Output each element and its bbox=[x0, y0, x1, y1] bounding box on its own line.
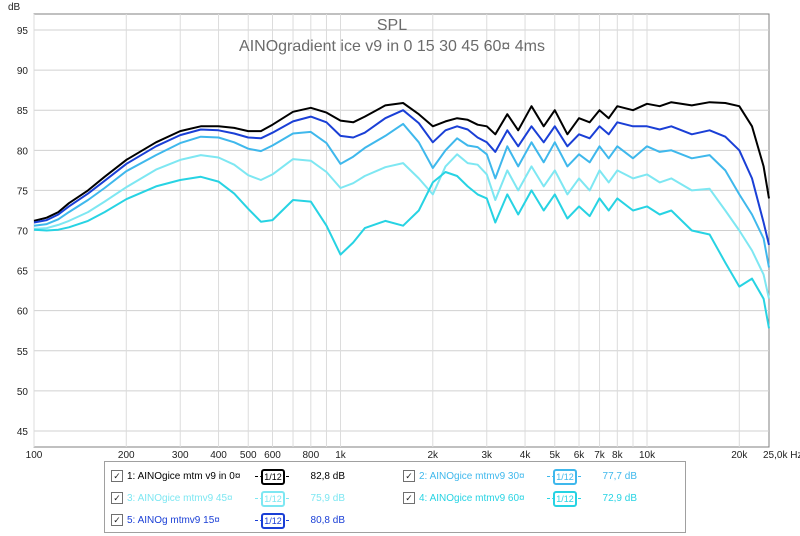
legend-label: 5: AINOg mtmv9 15¤ bbox=[127, 514, 220, 526]
smoothing-indicator[interactable]: 1/12 bbox=[547, 469, 581, 485]
legend-item-4[interactable]: ✓ 4: AINOgice mtmv9 60¤ 1/12 72,9 dB bbox=[403, 488, 637, 508]
x-tick-label: 1k bbox=[335, 450, 347, 460]
x-tick-label: 20k bbox=[731, 450, 748, 460]
smoothing-indicator[interactable]: 1/12 bbox=[255, 513, 289, 529]
x-tick-label: 8k bbox=[612, 450, 624, 460]
chart-title: SPL bbox=[377, 17, 407, 34]
x-tick-label: 300 bbox=[172, 450, 189, 460]
x-tick-label: 6k bbox=[574, 450, 586, 460]
y-tick-label: 70 bbox=[17, 227, 29, 238]
chart-subtitle: AINOgradient ice v9 in 0 15 30 45 60¤ 4m… bbox=[239, 38, 545, 55]
legend-value: 77,7 dB bbox=[602, 470, 637, 482]
smoothing-indicator[interactable]: 1/12 bbox=[547, 491, 581, 507]
series-line-2 bbox=[33, 109, 770, 246]
series-line-4 bbox=[33, 153, 770, 299]
y-tick-label: 80 bbox=[17, 146, 29, 157]
y-axis-label: dB bbox=[8, 2, 21, 13]
series-line-5 bbox=[33, 171, 770, 329]
y-tick-label: 60 bbox=[17, 307, 29, 318]
x-tick-label: 200 bbox=[118, 450, 135, 460]
legend-label: 3: AINOgice mtmv9 45¤ bbox=[127, 492, 233, 504]
x-tick-label: 400 bbox=[210, 450, 227, 460]
y-tick-label: 45 bbox=[17, 427, 29, 438]
legend-label: 2: AINOgice mtmv9 30¤ bbox=[419, 470, 525, 482]
y-tick-label: 90 bbox=[17, 66, 29, 77]
legend-value: 72,9 dB bbox=[602, 492, 637, 504]
smoothing-label: 1/12 bbox=[261, 513, 285, 529]
smoothing-label: 1/12 bbox=[261, 469, 285, 485]
legend-item-2[interactable]: ✓ 2: AINOgice mtmv9 30¤ 1/12 77,7 dB bbox=[403, 466, 637, 486]
y-tick-label: 75 bbox=[17, 186, 29, 197]
y-tick-label: 85 bbox=[17, 106, 29, 117]
legend-value: 82,8 dB bbox=[310, 470, 345, 482]
x-tick-label: 600 bbox=[264, 450, 281, 460]
x-tick-label: 4k bbox=[520, 450, 532, 460]
legend-item-1[interactable]: ✓ 1: AINOgice mtm v9 in 0¤ 1/12 82,8 dB bbox=[111, 466, 345, 486]
checkbox[interactable]: ✓ bbox=[111, 492, 123, 504]
checkbox[interactable]: ✓ bbox=[403, 470, 415, 482]
x-tick-label: 100 bbox=[26, 450, 43, 460]
series-line-1 bbox=[33, 101, 770, 222]
legend-item-5[interactable]: ✓ 5: AINOg mtmv9 15¤ 1/12 80,8 dB bbox=[111, 510, 345, 530]
spl-chart: 45 50 55 60 65 70 75 80 85 90 95 100 200 300 400 500 600… bbox=[8, 2, 800, 460]
legend-value: 80,8 dB bbox=[310, 514, 345, 526]
legend-label: 1: AINOgice mtm v9 in 0¤ bbox=[127, 470, 241, 482]
smoothing-label: 1/12 bbox=[553, 491, 577, 507]
checkbox[interactable]: ✓ bbox=[403, 492, 415, 504]
grid bbox=[33, 14, 769, 447]
smoothing-label: 1/12 bbox=[261, 491, 285, 507]
y-tick-label: 65 bbox=[17, 267, 29, 278]
y-tick-label: 55 bbox=[17, 347, 29, 358]
smoothing-indicator[interactable]: 1/12 bbox=[255, 469, 289, 485]
series-lines bbox=[33, 101, 770, 329]
smoothing-indicator[interactable]: 1/12 bbox=[255, 491, 289, 507]
checkbox[interactable]: ✓ bbox=[111, 514, 123, 526]
axes: 45 50 55 60 65 70 75 80 85 90 95 100 200 300 400 500 600… bbox=[17, 26, 800, 460]
y-tick-label: 95 bbox=[17, 26, 29, 37]
checkbox[interactable]: ✓ bbox=[111, 470, 123, 482]
x-tick-label: 500 bbox=[240, 450, 257, 460]
x-tick-label: 5k bbox=[549, 450, 561, 460]
legend-value: 75,9 dB bbox=[310, 492, 345, 504]
x-tick-label: 800 bbox=[302, 450, 319, 460]
x-tick-label: 2k bbox=[428, 450, 440, 460]
x-tick-label: 3k bbox=[481, 450, 493, 460]
x-tick-label: 25,0k Hz bbox=[763, 450, 800, 460]
x-tick-label: 10k bbox=[639, 450, 656, 460]
legend-label: 4: AINOgice mtmv9 60¤ bbox=[419, 492, 525, 504]
legend-panel: ✓ 1: AINOgice mtm v9 in 0¤ 1/12 82,8 dB … bbox=[104, 461, 686, 533]
series-line-3 bbox=[33, 122, 770, 268]
smoothing-label: 1/12 bbox=[553, 469, 577, 485]
y-tick-label: 50 bbox=[17, 387, 29, 398]
x-tick-label: 7k bbox=[594, 450, 606, 460]
legend-item-3[interactable]: ✓ 3: AINOgice mtmv9 45¤ 1/12 75,9 dB bbox=[111, 488, 345, 508]
